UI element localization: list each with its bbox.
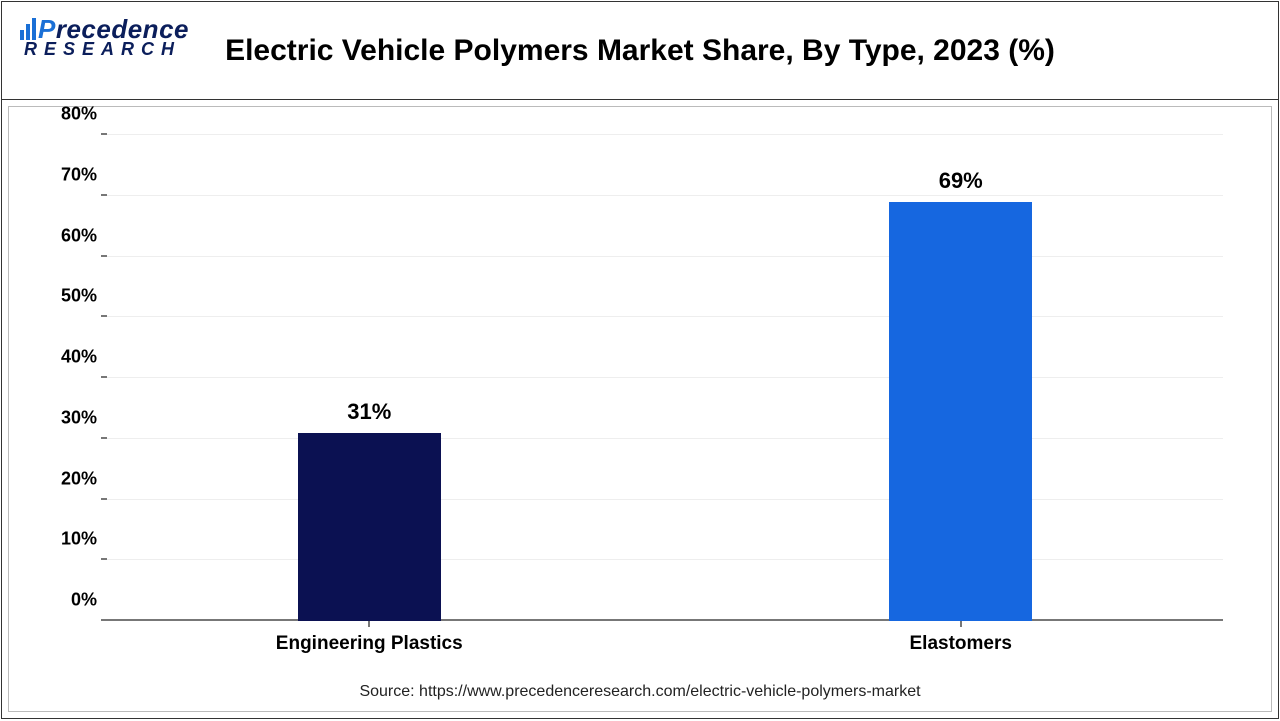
logo-line2: RESEARCH	[24, 40, 189, 58]
header: Precedence RESEARCH Electric Vehicle Pol…	[2, 2, 1278, 100]
bar: 69%	[889, 202, 1032, 621]
x-axis-line	[107, 619, 1223, 621]
y-tick-label: 50%	[61, 286, 97, 307]
y-tick-label: 60%	[61, 225, 97, 246]
y-tick-label: 80%	[61, 104, 97, 125]
category-label: Elastomers	[910, 633, 1012, 655]
y-tick-mark	[101, 437, 107, 439]
gridline	[107, 499, 1223, 500]
y-tick-label: 30%	[61, 407, 97, 428]
y-tick-mark	[101, 558, 107, 560]
y-tick-mark	[101, 194, 107, 196]
bar: 31%	[298, 433, 441, 621]
chart-area: 0% 10% 20% 30% 40% 50% 60% 70% 80% 31% Engineering…	[8, 106, 1272, 712]
y-tick-mark	[101, 619, 107, 621]
figure-frame: Precedence RESEARCH Electric Vehicle Pol…	[1, 1, 1279, 719]
y-tick-label: 40%	[61, 347, 97, 368]
logo-bars-icon	[20, 18, 36, 40]
y-tick-mark	[101, 315, 107, 317]
gridline	[107, 377, 1223, 378]
source-text: Source: https://www.precedenceresearch.c…	[9, 683, 1271, 701]
gridline	[107, 195, 1223, 196]
chart-title: Electric Vehicle Polymers Market Share, …	[14, 32, 1266, 70]
y-tick-mark	[101, 376, 107, 378]
y-tick-label: 70%	[61, 164, 97, 185]
y-tick-mark	[101, 498, 107, 500]
y-tick-mark	[101, 255, 107, 257]
gridline	[107, 438, 1223, 439]
y-tick-label: 10%	[61, 529, 97, 550]
y-tick-mark	[101, 133, 107, 135]
category-label: Engineering Plastics	[276, 633, 463, 655]
plot-region: 0%10%20%30%40%50%60%70%80%31%Engineering…	[107, 135, 1223, 621]
bar-value-label: 31%	[298, 399, 441, 425]
y-tick-label: 20%	[61, 468, 97, 489]
gridline	[107, 256, 1223, 257]
x-tick-mark	[368, 621, 370, 627]
brand-logo: Precedence RESEARCH	[20, 16, 189, 58]
gridline	[107, 316, 1223, 317]
y-tick-label: 0%	[71, 590, 97, 611]
bar-value-label: 69%	[889, 168, 1032, 194]
x-tick-mark	[960, 621, 962, 627]
gridline	[107, 134, 1223, 135]
gridline	[107, 559, 1223, 560]
